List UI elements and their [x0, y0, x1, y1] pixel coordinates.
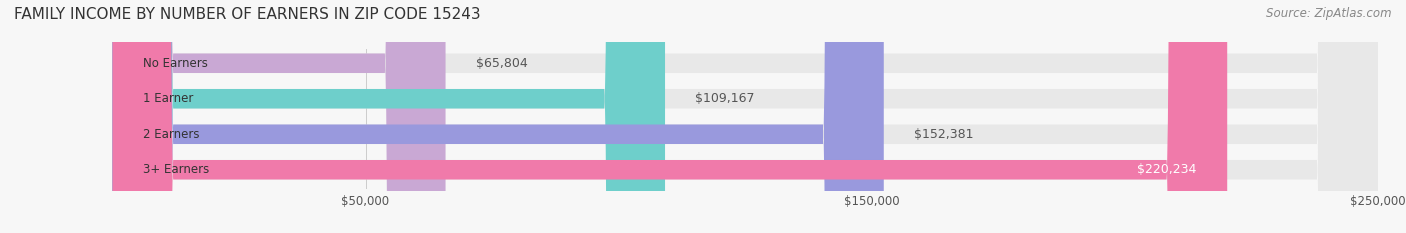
FancyBboxPatch shape	[112, 0, 446, 233]
Text: Source: ZipAtlas.com: Source: ZipAtlas.com	[1267, 7, 1392, 20]
Text: $65,804: $65,804	[475, 57, 527, 70]
FancyBboxPatch shape	[112, 0, 1227, 233]
Text: FAMILY INCOME BY NUMBER OF EARNERS IN ZIP CODE 15243: FAMILY INCOME BY NUMBER OF EARNERS IN ZI…	[14, 7, 481, 22]
Text: $109,167: $109,167	[696, 92, 755, 105]
Text: 3+ Earners: 3+ Earners	[143, 163, 209, 176]
FancyBboxPatch shape	[112, 0, 1378, 233]
FancyBboxPatch shape	[112, 0, 1378, 233]
FancyBboxPatch shape	[112, 0, 884, 233]
FancyBboxPatch shape	[112, 0, 665, 233]
Text: 2 Earners: 2 Earners	[143, 128, 200, 141]
Text: No Earners: No Earners	[143, 57, 208, 70]
FancyBboxPatch shape	[112, 0, 1378, 233]
Text: $152,381: $152,381	[914, 128, 973, 141]
FancyBboxPatch shape	[112, 0, 1378, 233]
Text: $220,234: $220,234	[1137, 163, 1197, 176]
Text: 1 Earner: 1 Earner	[143, 92, 193, 105]
